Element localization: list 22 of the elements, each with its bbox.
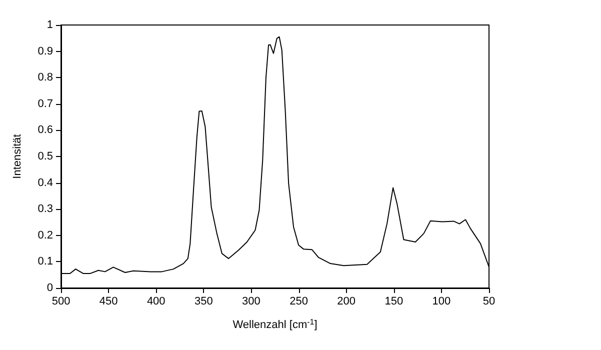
x-tick-label: 400 [146,296,166,308]
y-tick-label: 0.6 [38,124,53,136]
y-tick-label: 0.5 [38,150,53,162]
y-axis-title: Intensität [12,134,24,179]
x-tick-label: 150 [384,296,404,308]
x-tick-label: 450 [99,296,118,308]
y-tick-label: 0.9 [38,45,53,58]
y-tick-label: 0.3 [38,203,53,216]
y-tick-label: 1 [46,19,53,31]
y-tick-label: 0.1 [38,256,53,268]
x-tick-label: 250 [290,296,308,308]
x-tick-label: 200 [337,296,356,308]
y-tick-label: 0.2 [38,229,53,242]
x-tick-label: 350 [194,296,213,308]
y-tick-label: 0.4 [38,176,53,189]
x-tick-label: 100 [432,296,451,308]
y-tick-label: 0.7 [38,98,53,110]
x-tick-label: 50 [482,296,496,308]
x-tick-label: 500 [52,296,70,308]
y-tick-label: 0 [46,282,53,294]
y-tick-label: 0.8 [38,72,53,84]
x-tick-label: 300 [242,296,260,308]
